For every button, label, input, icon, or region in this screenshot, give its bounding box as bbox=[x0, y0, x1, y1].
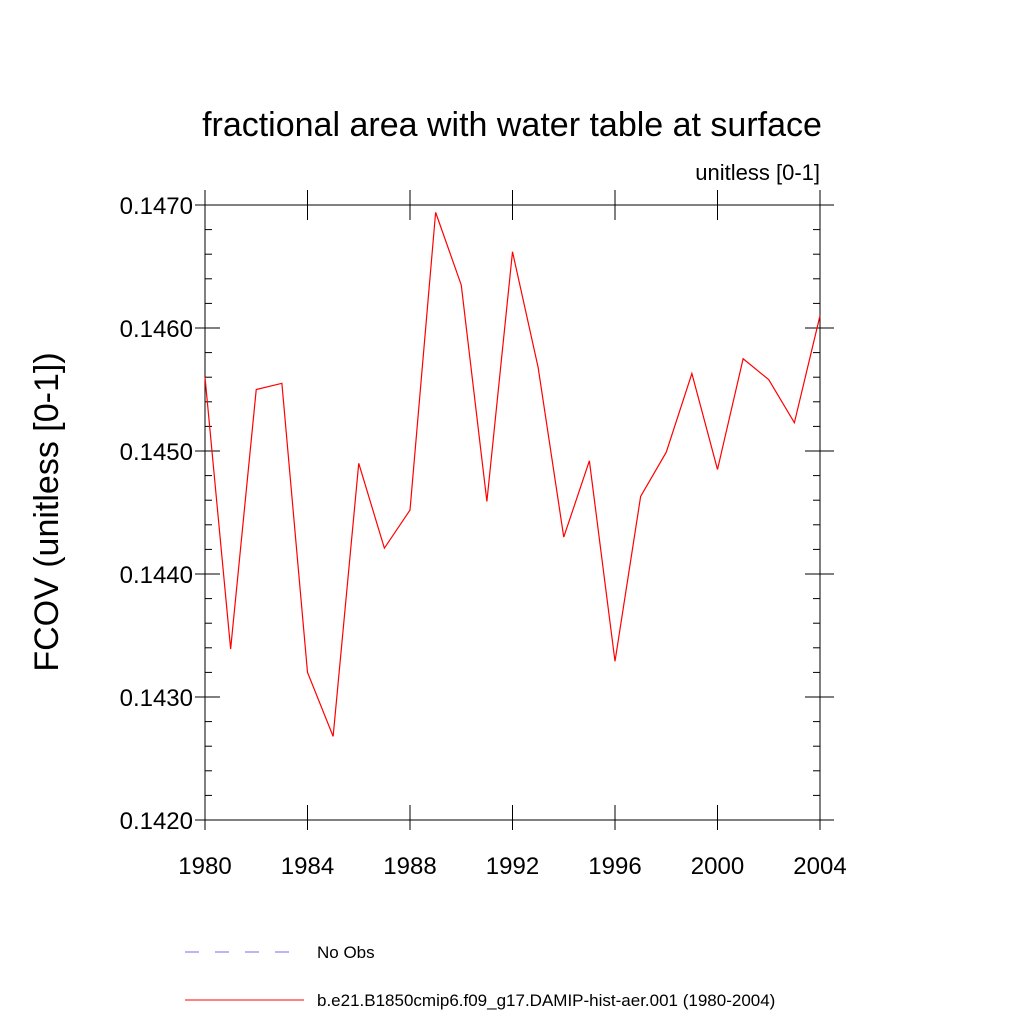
y-tick-label: 0.1430 bbox=[120, 685, 193, 712]
x-tick-label: 1980 bbox=[178, 853, 231, 880]
y-tick-label: 0.1460 bbox=[120, 316, 193, 343]
y-tick-label: 0.1440 bbox=[120, 562, 193, 589]
plot-area: 1980 1984 1988 1992 1996 2000 2004 0.1420 0.1430… bbox=[120, 190, 847, 880]
chart-title: fractional area with water table at surf… bbox=[202, 106, 822, 144]
x-tick-label: 1996 bbox=[588, 853, 641, 880]
y-axis-label: FCOV (unitless [0-1]) bbox=[28, 352, 66, 671]
plot-frame bbox=[204, 204, 821, 821]
y-tick-label: 0.1470 bbox=[120, 193, 193, 220]
x-tick-label: 1988 bbox=[383, 853, 436, 880]
x-tick-label: 2000 bbox=[691, 853, 744, 880]
chart-subtitle: unitless [0-1] bbox=[695, 160, 820, 185]
x-tick-label: 2004 bbox=[793, 853, 846, 880]
x-tick-label: 1984 bbox=[281, 853, 334, 880]
legend-label: No Obs bbox=[317, 943, 375, 962]
y-tick-label: 0.1450 bbox=[120, 439, 193, 466]
y-tick-label: 0.1420 bbox=[120, 808, 193, 835]
legend: No Obs b.e21.B1850cmip6.f09_g17.DAMIP-his… bbox=[185, 943, 775, 1010]
legend-label: b.e21.B1850cmip6.f09_g17.DAMIP-hist-aer.… bbox=[317, 991, 775, 1010]
x-tick-label: 1992 bbox=[486, 853, 539, 880]
series-line bbox=[204, 212, 821, 737]
